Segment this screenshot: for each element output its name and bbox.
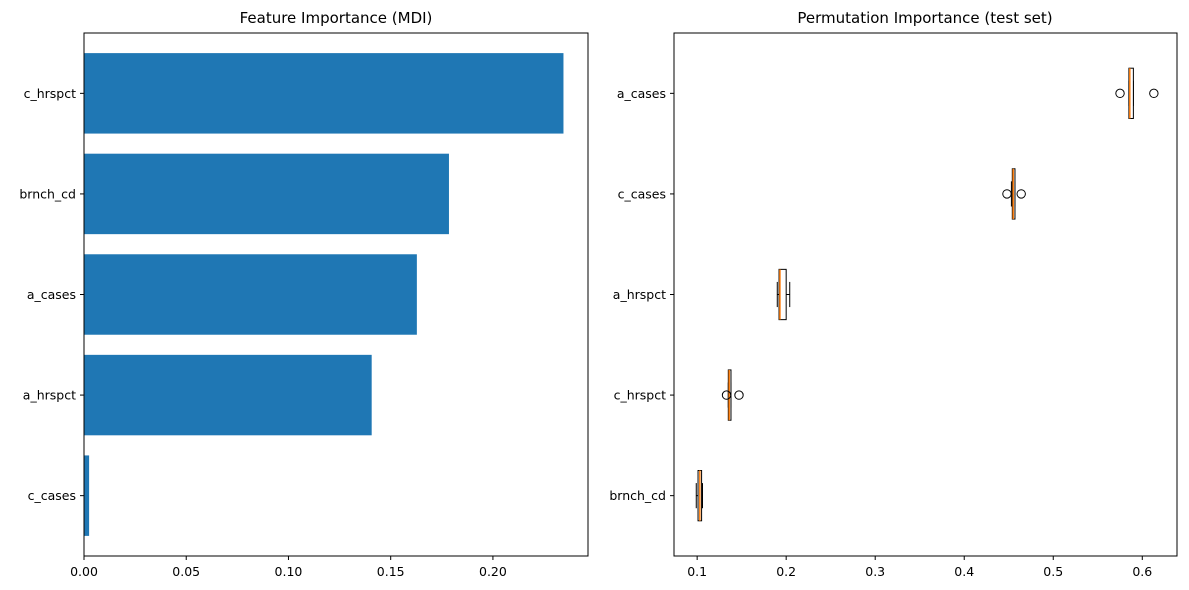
outlier-c_hrspct <box>734 390 744 400</box>
x-tick-label: 0.05 <box>172 564 200 579</box>
y-tick-label: c_hrspct <box>614 388 667 403</box>
x-tick-label: 0.6 <box>1132 564 1152 579</box>
y-tick-label: a_hrspct <box>613 287 666 302</box>
outlier-a_cases <box>1149 88 1159 99</box>
x-tick-label: 0.1 <box>687 564 707 579</box>
x-tick-label: 0.00 <box>70 564 98 579</box>
outlier-c_cases <box>1016 189 1026 199</box>
mdi-importance-chart: Feature Importance (MDI) c_cases a_hrspct… <box>19 9 589 579</box>
outlier-c_hrspct <box>721 390 732 400</box>
chart-title: Feature Importance (MDI) <box>240 9 433 27</box>
bar-brnch_cd <box>84 153 449 235</box>
x-tick-label: 0.2 <box>776 564 796 579</box>
y-tick-label: a_cases <box>617 86 666 101</box>
outlier-c_cases <box>1002 189 1012 199</box>
x-tick-label: 0.15 <box>377 564 405 579</box>
x-tick-label: 0.20 <box>479 564 507 579</box>
y-tick-label: c_cases <box>618 186 666 201</box>
x-tick-label: 0.5 <box>1043 564 1063 579</box>
y-tick-label: brnch_cd <box>19 186 76 201</box>
mdi-axes: c_cases a_hrspct a_cases brnch_cd c_hrspct 0.… <box>19 32 589 579</box>
outlier-a_cases <box>1115 88 1125 99</box>
bar-a_hrspct <box>84 354 372 436</box>
y-tick-label: brnch_cd <box>609 488 666 503</box>
x-tick-label: 0.10 <box>275 564 303 579</box>
x-tick-label: 0.3 <box>865 564 885 579</box>
box-a_cases <box>1128 67 1134 119</box>
permutation-axes: brnch_cd c_hrspct a_hrspct c_cases a_cases 0.… <box>609 32 1178 579</box>
chart-title: Permutation Importance (test set) <box>797 9 1052 27</box>
y-tick-label: c_cases <box>28 488 76 503</box>
y-tick-label: c_hrspct <box>24 86 77 101</box>
y-tick-label: a_cases <box>27 287 76 302</box>
mdi-bar-marks <box>84 53 564 536</box>
bar-a_cases <box>84 254 417 335</box>
permutation-importance-chart: Permutation Importance (test set) brnch_… <box>609 9 1178 579</box>
bar-c_hrspct <box>84 53 564 134</box>
permutation-box-marks <box>695 67 1159 522</box>
box-a_hrspct <box>778 268 787 321</box>
x-tick-label: 0.4 <box>954 564 974 579</box>
bar-c_cases <box>84 455 90 536</box>
y-tick-label: a_hrspct <box>23 388 76 403</box>
